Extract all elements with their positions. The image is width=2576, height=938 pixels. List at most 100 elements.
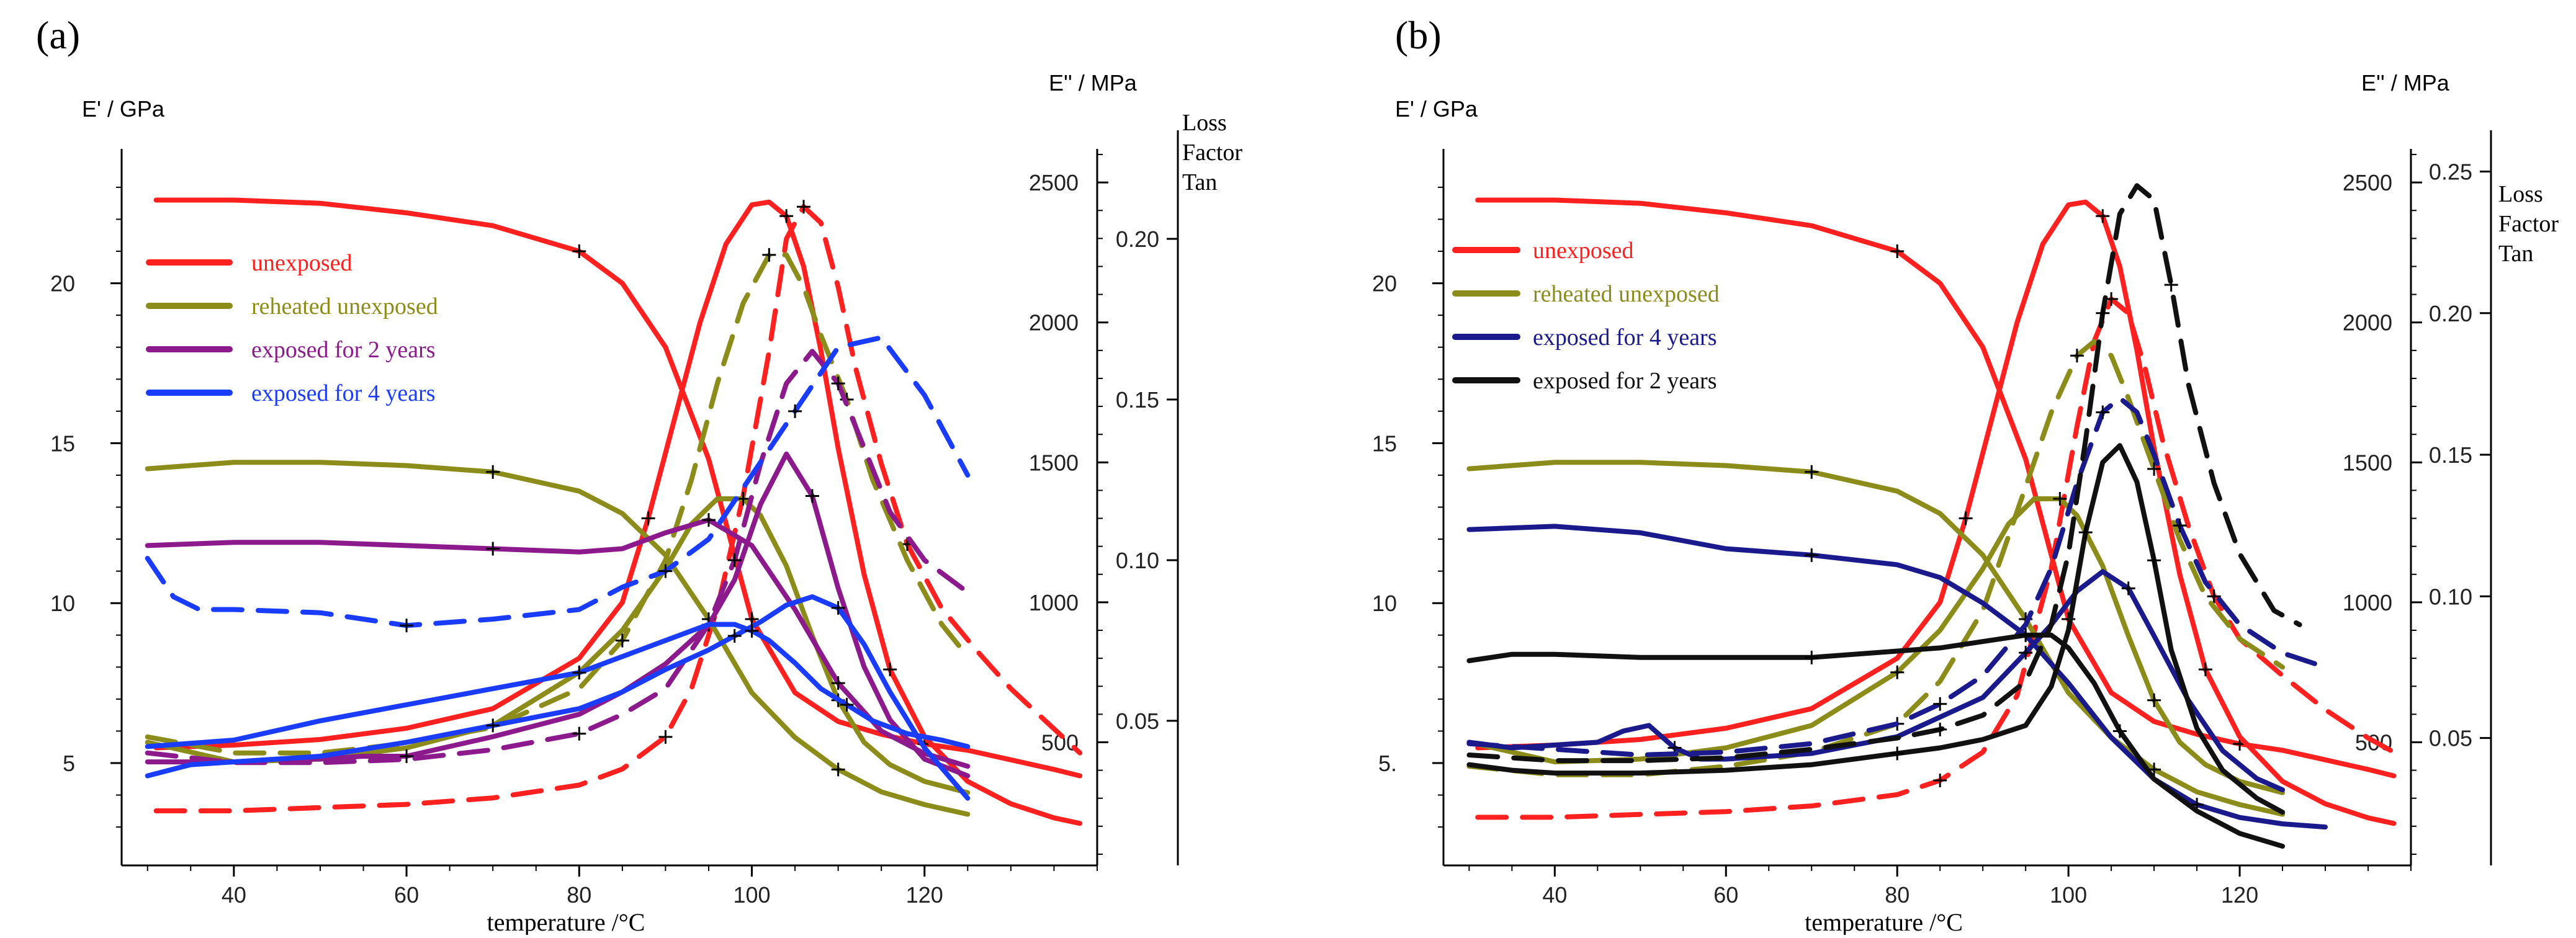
data-marker xyxy=(2164,278,2178,292)
e-double-prime-tick-label: 1500 xyxy=(1029,450,1079,475)
legend-label: unexposed xyxy=(1533,238,1634,264)
data-marker xyxy=(2096,306,2110,320)
data-marker xyxy=(486,718,500,733)
tan-delta-tick-label: 0.25 xyxy=(2429,159,2472,185)
data-marker xyxy=(572,244,586,258)
e-double-prime-tick-label: 2500 xyxy=(2343,170,2392,195)
x-tick-label: 120 xyxy=(2221,882,2258,908)
data-marker xyxy=(2147,693,2161,707)
series-line-2-years-e- xyxy=(1466,632,2286,849)
data-marker xyxy=(831,676,845,690)
series-line-unexposed-e- xyxy=(153,199,1083,826)
data-marker xyxy=(2053,491,2067,506)
data-marker xyxy=(1805,465,1819,479)
data-marker xyxy=(2112,724,2127,738)
data-marker xyxy=(1890,244,1905,258)
data-marker xyxy=(1933,722,1947,736)
data-marker xyxy=(805,489,819,503)
series-line-unexposed-tan xyxy=(153,204,1083,813)
x-tick-label: 80 xyxy=(567,882,591,908)
data-marker xyxy=(615,633,629,648)
data-marker xyxy=(745,623,759,638)
tan-delta-tick-label: 0.20 xyxy=(2429,301,2472,326)
data-marker xyxy=(1959,511,1973,525)
tan-delta-axis-title: Factor xyxy=(2498,211,2559,237)
data-marker xyxy=(2019,628,2033,642)
series-line-2-years-tan xyxy=(1466,183,2302,764)
series-line-2-years-tan xyxy=(145,349,971,766)
data-marker xyxy=(400,749,414,764)
data-marker xyxy=(2096,405,2110,419)
data-marker xyxy=(2078,525,2093,540)
data-marker xyxy=(2173,519,2187,533)
series-line-4-years-e- xyxy=(1466,524,2328,830)
series-line-4-years-e- xyxy=(1466,569,2286,793)
data-marker xyxy=(831,377,845,391)
series-line-4-years-e- xyxy=(145,335,971,628)
legend: unexposed reheated unexposed exposed for 2… xyxy=(146,250,438,406)
series-line-reheated-tan xyxy=(1466,339,2286,777)
e-double-prime-tick-label: 1500 xyxy=(2343,450,2392,475)
data-marker xyxy=(736,491,750,506)
data-marker xyxy=(745,612,759,626)
series-group xyxy=(145,197,1083,826)
data-marker xyxy=(2019,646,2033,660)
data-marker xyxy=(658,564,673,578)
x-tick-label: 100 xyxy=(2050,882,2087,908)
e-prime-tick-label: 20 xyxy=(1372,271,1397,297)
data-marker xyxy=(572,726,586,741)
tan-delta-tick-label: 0.15 xyxy=(2429,442,2472,468)
legend-label: unexposed xyxy=(251,250,352,276)
panel-label: (b) xyxy=(1395,13,1442,57)
data-marker xyxy=(486,542,500,556)
data-marker xyxy=(486,465,500,479)
x-tick-label: 60 xyxy=(394,882,419,908)
e-prime-tick-label: 15 xyxy=(1372,431,1397,456)
tan-delta-tick-label: 0.05 xyxy=(1116,708,1159,734)
e-double-prime-axis-title: E'' / MPa xyxy=(2361,70,2450,96)
data-marker xyxy=(1933,774,1947,788)
data-marker xyxy=(883,663,897,677)
legend: unexposed reheated unexposed exposed for 4… xyxy=(1452,238,1720,394)
series-line-4-years-tan xyxy=(1466,395,2328,757)
series-line-unexposed-e- xyxy=(1475,197,2397,779)
data-marker xyxy=(2147,462,2161,476)
series-line-4-years-tan xyxy=(145,622,971,749)
e-prime-tick-label: 5. xyxy=(1378,751,1397,776)
series-line-reheated-e- xyxy=(145,496,971,795)
x-tick-label: 100 xyxy=(734,882,771,908)
data-marker xyxy=(1805,650,1819,664)
x-axis-title: temperature /°C xyxy=(1805,908,1963,935)
data-marker xyxy=(779,209,794,223)
data-marker xyxy=(840,698,854,712)
data-marker xyxy=(762,248,776,262)
data-marker xyxy=(1933,697,1947,711)
data-marker xyxy=(2121,581,2135,596)
data-marker xyxy=(641,511,655,525)
e-double-prime-tick-label: 2000 xyxy=(2343,310,2392,336)
legend-label: exposed for 2 years xyxy=(1533,368,1717,394)
e-double-prime-tick-label: 2000 xyxy=(1029,310,1079,336)
x-tick-label: 40 xyxy=(1542,882,1567,908)
legend-label: exposed for 4 years xyxy=(251,380,436,406)
tan-delta-tick-label: 0.10 xyxy=(2429,584,2472,609)
series-line-unexposed-e- xyxy=(153,197,1083,779)
data-marker xyxy=(1890,665,1905,679)
axes: 40 60 80 100 120 temperature /°C 5 10 15 20 E' / G… xyxy=(50,70,1242,936)
data-marker xyxy=(1890,746,1905,761)
e-prime-tick-label: 15 xyxy=(50,431,75,456)
data-marker xyxy=(831,601,845,615)
e-prime-axis-title: E' / GPa xyxy=(82,96,165,122)
data-marker xyxy=(2096,209,2110,223)
data-marker xyxy=(727,553,742,567)
series-line-unexposed-e- xyxy=(1475,199,2397,826)
data-marker xyxy=(2070,349,2084,363)
e-prime-axis-title: E' / GPa xyxy=(1395,96,1478,122)
legend-label: exposed for 4 years xyxy=(1533,324,1717,351)
legend-label: reheated unexposed xyxy=(251,293,438,319)
e-double-prime-tick-label: 1000 xyxy=(1029,590,1079,615)
x-tick-label: 80 xyxy=(1885,882,1910,908)
e-prime-tick-label: 10 xyxy=(50,591,75,616)
